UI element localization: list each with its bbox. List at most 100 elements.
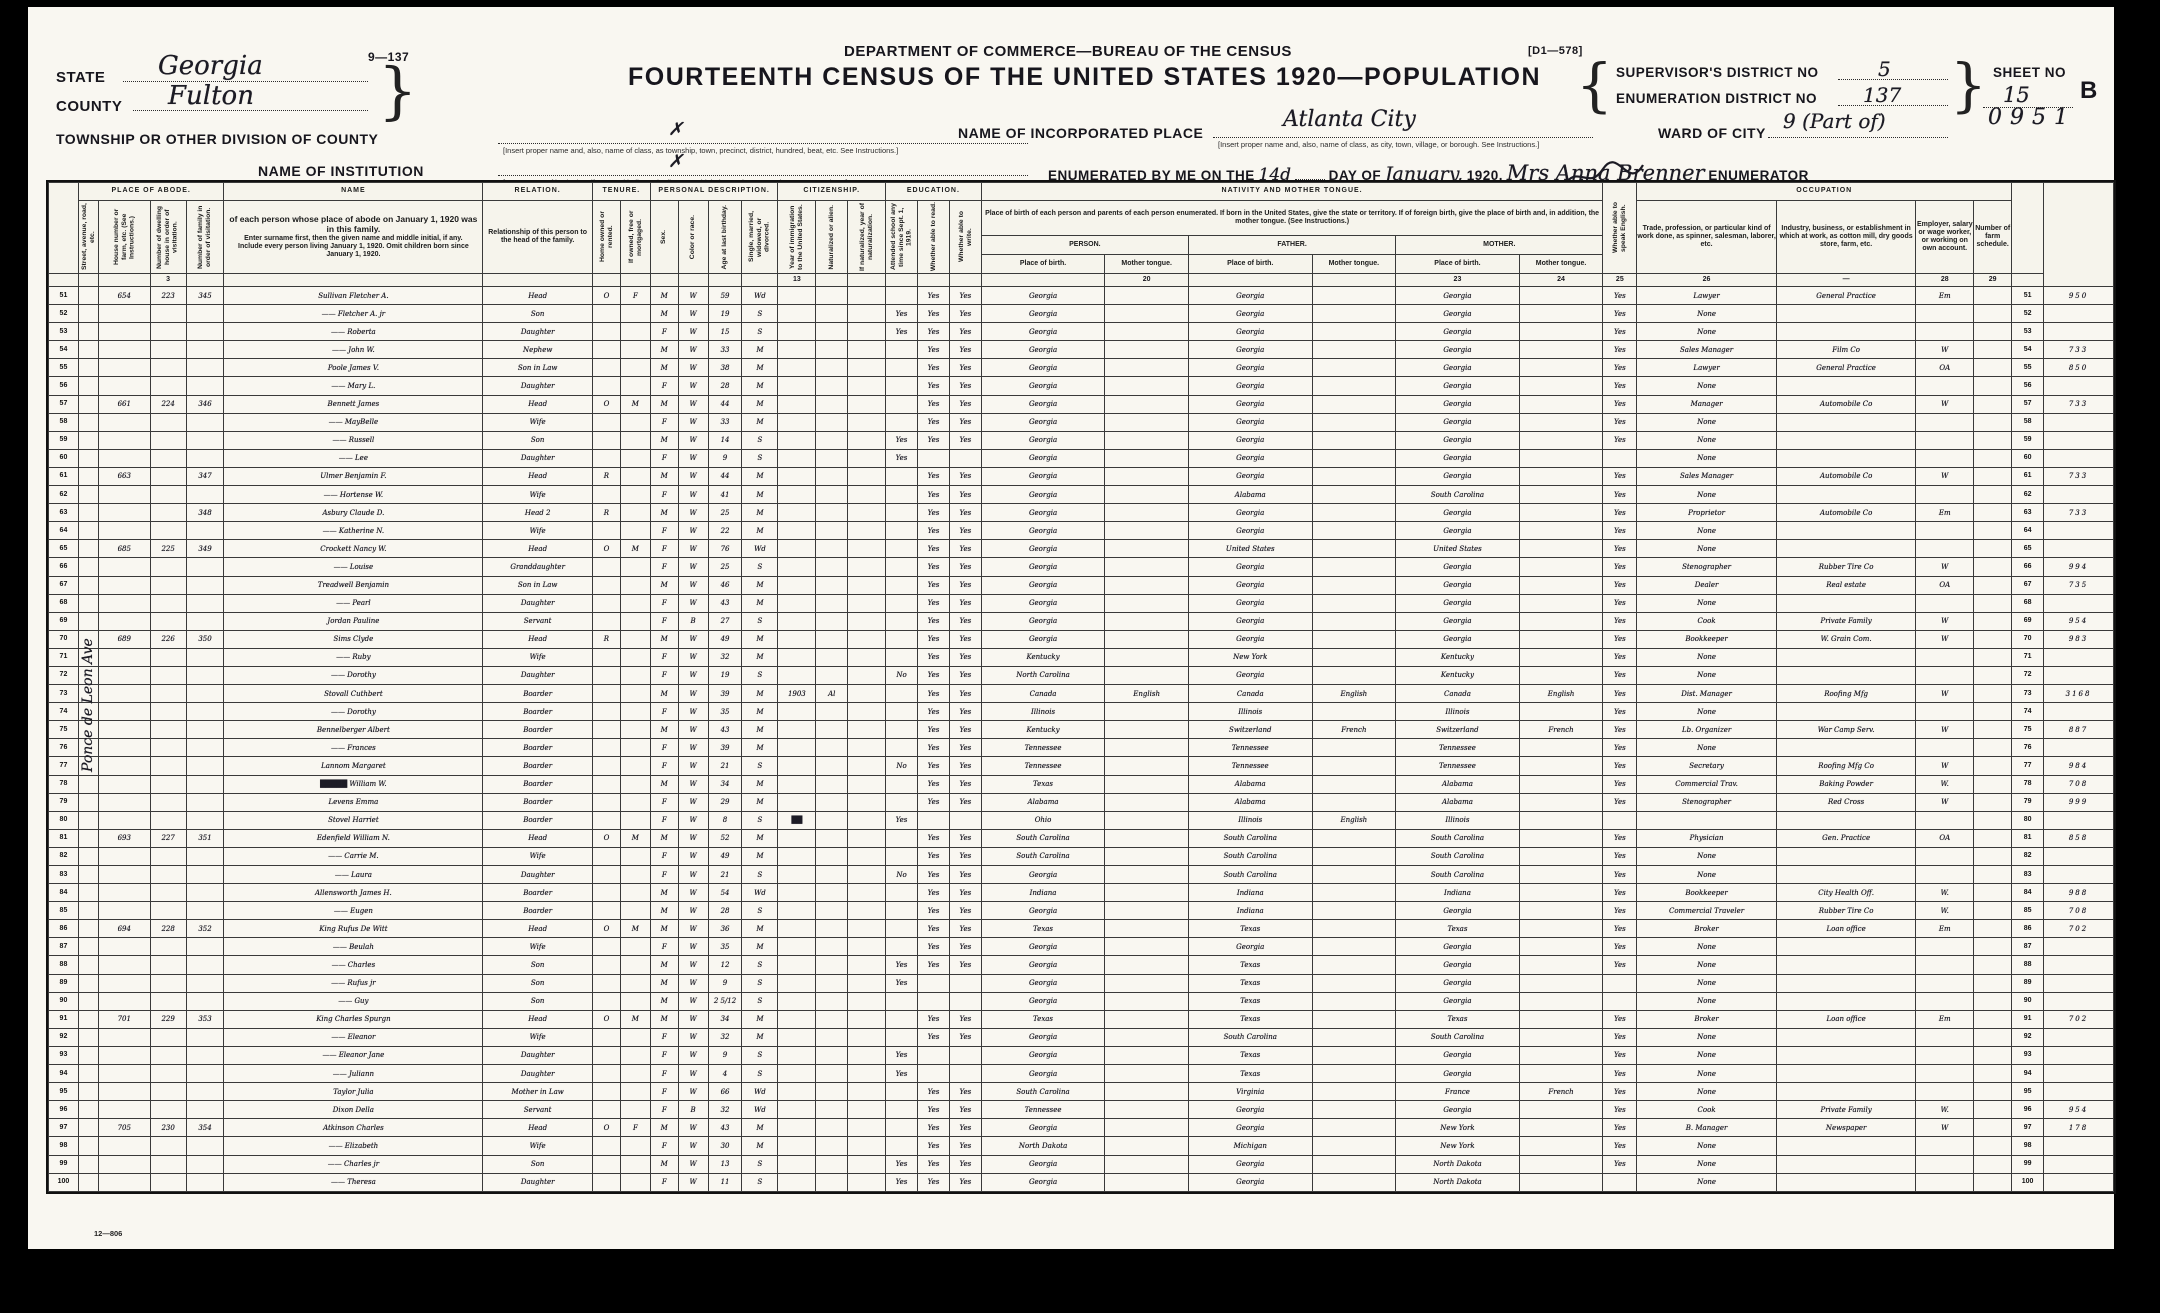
cell-occ: None xyxy=(1636,430,1777,450)
cell-house xyxy=(97,1045,151,1066)
cell-sch: Yes xyxy=(885,1154,918,1174)
cell-fam xyxy=(185,937,225,957)
father-place-of-birth-header: Place of birth. xyxy=(1187,254,1313,274)
cell-house xyxy=(97,883,151,903)
line-number-right: 98 xyxy=(2011,1136,2045,1156)
cell-farm xyxy=(1973,901,2013,921)
margin-code: 984 xyxy=(2043,756,2114,776)
cell-street xyxy=(77,702,99,722)
cell-name: Sullivan Fletcher A. xyxy=(223,285,484,306)
cell-street xyxy=(77,376,99,396)
cell-house: 693 xyxy=(97,828,151,848)
speak-english-header: Whether able to speak English. xyxy=(1602,182,1638,274)
cell-read: Yes xyxy=(917,1009,950,1029)
cell-mpob: Georgia xyxy=(1395,412,1520,432)
cell-eng: Yes xyxy=(1602,684,1638,704)
cell-mar: M xyxy=(741,1118,779,1138)
cell-age: 66 xyxy=(707,1082,743,1102)
cell-rel: Daughter xyxy=(482,1045,593,1066)
cell-age: 22 xyxy=(707,521,743,541)
left-brace: } xyxy=(378,54,418,127)
cell-mar: S xyxy=(741,864,779,885)
cell-nat xyxy=(815,412,849,432)
cell-fmt xyxy=(1311,448,1397,468)
cell-mt xyxy=(1104,1100,1189,1120)
line-number-right: 93 xyxy=(2011,1045,2045,1066)
cell-own: O xyxy=(591,919,621,939)
column-number: 3 xyxy=(149,273,187,287)
cell-mar: M xyxy=(741,485,779,505)
cell-age: 27 xyxy=(707,611,743,631)
cell-sex: F xyxy=(649,937,679,957)
cell-rel: Daughter xyxy=(482,448,593,468)
cell-mar: Wd xyxy=(741,883,779,903)
enumerator-signature-scribble xyxy=(1562,161,1644,188)
cell-mpob: Illinois xyxy=(1395,810,1520,830)
cell-sex: F xyxy=(649,647,679,667)
cell-rel: Wife xyxy=(482,521,593,541)
cell-fmt xyxy=(1311,1118,1397,1138)
margin-code xyxy=(2043,864,2114,885)
person-subheader: PERSON. xyxy=(980,235,1189,256)
cell-pob: South Carolina xyxy=(980,1082,1106,1102)
cell-rel: Servant xyxy=(482,611,593,631)
cell-house xyxy=(97,684,151,704)
cell-mmt xyxy=(1518,810,1604,830)
cell-ind xyxy=(1775,1136,1917,1156)
line-number-right: 68 xyxy=(2011,593,2045,613)
cell-sex: F xyxy=(649,412,679,432)
cell-mmt xyxy=(1518,448,1604,468)
cell-read xyxy=(917,1045,950,1066)
cell-nat xyxy=(815,1154,849,1174)
cell-own xyxy=(591,1136,621,1156)
cell-house xyxy=(97,521,151,541)
cell-fmt xyxy=(1311,1009,1397,1029)
cell-write: Yes xyxy=(948,1009,982,1029)
cell-mar: Wd xyxy=(741,1100,779,1120)
enumeration-district-label: ENUMERATION DISTRICT NO xyxy=(1616,91,1817,106)
cell-mar: M xyxy=(741,412,779,432)
cell-occ: Bookkeeper xyxy=(1636,883,1777,903)
cell-nat xyxy=(815,901,849,921)
cell-mt xyxy=(1104,756,1189,776)
cell-fam xyxy=(185,376,225,396)
cell-pob: South Carolina xyxy=(980,828,1106,848)
cell-nat xyxy=(815,521,849,541)
cell-fpob: South Carolina xyxy=(1187,846,1313,867)
cell-nat xyxy=(815,720,849,740)
cell-name: —— Theresa xyxy=(223,1172,484,1192)
cell-rel: Nephew xyxy=(482,340,593,360)
cell-farm xyxy=(1973,647,2013,667)
cell-race: W xyxy=(677,394,709,414)
occupation-trade-header: Trade, profession, or particular kind of… xyxy=(1636,200,1777,274)
cell-sex: F xyxy=(649,864,679,885)
cell-natyr xyxy=(847,1154,887,1174)
line-number-right: 56 xyxy=(2011,376,2045,396)
cell-read xyxy=(917,1064,950,1084)
cell-eng: Yes xyxy=(1602,304,1638,324)
line-number-left: 51 xyxy=(48,285,79,306)
cell-dw xyxy=(149,1172,187,1192)
cell-read: Yes xyxy=(917,901,950,921)
mother-place-of-birth-header: Place of birth. xyxy=(1395,254,1520,274)
cell-fam xyxy=(185,1027,225,1047)
cell-write: Yes xyxy=(948,340,982,360)
district-open-brace: { xyxy=(1576,51,1613,119)
cell-age: 14 xyxy=(707,430,743,450)
cell-fpob: Texas xyxy=(1187,1064,1313,1084)
cell-sch xyxy=(885,593,918,613)
cell-mpob: Georgia xyxy=(1395,322,1520,342)
cell-house xyxy=(97,322,151,342)
cell-imm xyxy=(777,593,817,613)
line-number-right: 95 xyxy=(2011,1082,2045,1102)
cell-eng: Yes xyxy=(1602,1009,1638,1029)
cell-occ: Commercial Traveler xyxy=(1636,901,1777,921)
cell-fpob: Georgia xyxy=(1187,358,1313,378)
cell-dw xyxy=(149,322,187,342)
cell-fam: 353 xyxy=(185,1009,225,1029)
cell-pob: Georgia xyxy=(980,593,1106,613)
cell-age: 76 xyxy=(707,539,743,559)
cell-mar: S xyxy=(741,756,779,776)
cell-race: W xyxy=(677,285,709,306)
cell-occ: Sales Manager xyxy=(1636,466,1777,487)
